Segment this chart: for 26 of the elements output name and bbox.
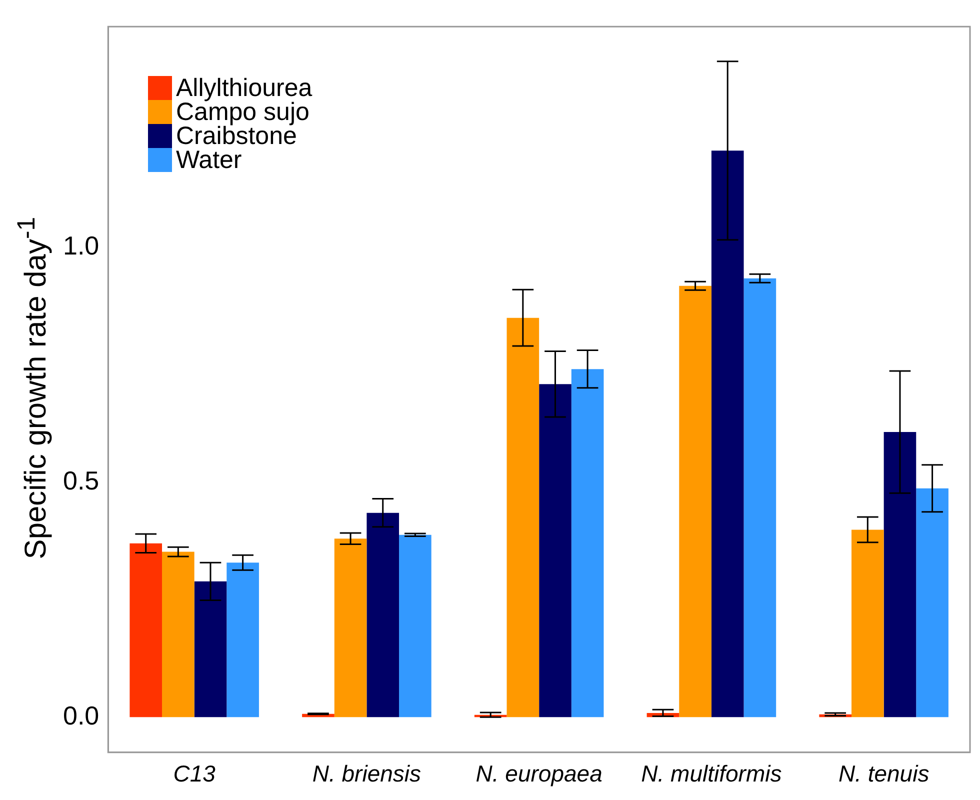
- legend-label: Allylthiourea: [176, 74, 312, 102]
- bar: [679, 286, 712, 718]
- bar: [334, 538, 367, 718]
- bar: [506, 318, 540, 718]
- y-tick-label: 1.0: [62, 230, 100, 261]
- x-tick-label: N. tenuis: [838, 760, 930, 787]
- bar: [916, 488, 948, 718]
- x-tick-label: C13: [173, 760, 216, 787]
- bar: [399, 534, 432, 718]
- bar: [539, 384, 572, 718]
- bar: [884, 432, 916, 718]
- bar: [571, 369, 604, 718]
- x-tick-label: N. briensis: [312, 760, 422, 787]
- bar: [744, 278, 776, 718]
- bar: [162, 552, 194, 718]
- y-tick-label: 0.5: [62, 465, 100, 496]
- bar: [226, 562, 259, 718]
- legend-label: Water: [176, 146, 242, 174]
- x-tick-label: N. europaea: [476, 760, 602, 787]
- bar: [366, 512, 400, 718]
- bar: [851, 530, 884, 718]
- bar: [130, 543, 162, 718]
- bar: [711, 150, 744, 718]
- x-tick-label: N. multiformis: [641, 760, 782, 787]
- bar: [194, 581, 227, 718]
- y-tick-label: 0.0: [62, 700, 100, 730]
